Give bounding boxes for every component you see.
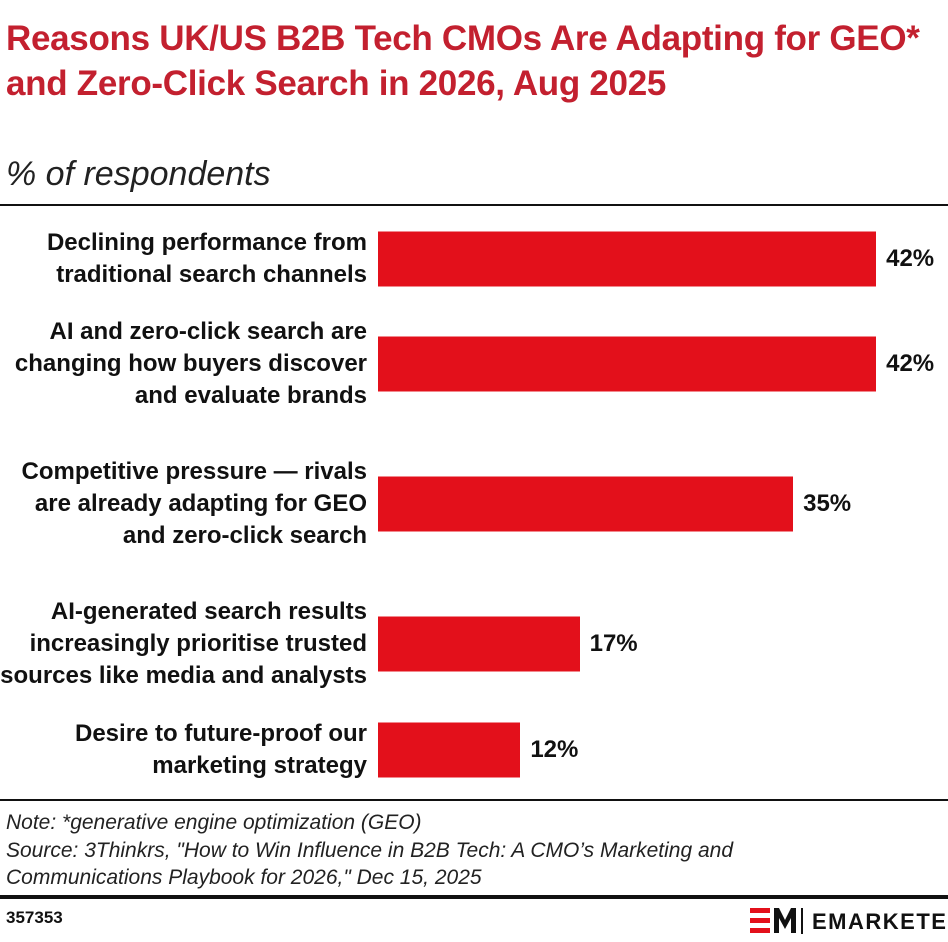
brand-logo <box>750 908 796 933</box>
category-label: Desire to future-proof our marketing str… <box>75 720 367 779</box>
bottom-rule <box>0 799 948 801</box>
note: Note: *generative engine optimization (G… <box>6 811 422 834</box>
bar <box>378 476 794 532</box>
source: Source: 3Thinkrs, "How to Win Influence … <box>6 839 734 889</box>
chart-title: Reasons UK/US B2B Tech CMOs Are Adapting… <box>6 19 920 103</box>
category-label: AI and zero-click search are changing ho… <box>14 318 367 409</box>
value-label: 35% <box>803 490 852 517</box>
bar <box>378 231 877 287</box>
bar <box>378 722 521 778</box>
bar <box>378 336 877 392</box>
brand-name: EMARKETER <box>812 909 948 934</box>
value-label: 17% <box>589 630 638 657</box>
chart-id: 357353 <box>6 908 63 927</box>
category-label: AI-generated search results increasingly… <box>0 598 367 689</box>
bar <box>378 616 580 672</box>
chart-subtitle: % of respondents <box>6 155 271 193</box>
category-label: Declining performance from traditional s… <box>46 229 367 288</box>
top-rule <box>0 204 948 206</box>
brand-divider <box>801 908 803 934</box>
value-label: 12% <box>530 736 579 763</box>
footer-rule <box>0 895 948 899</box>
value-label: 42% <box>886 245 935 272</box>
value-label: 42% <box>886 350 935 377</box>
category-label: Competitive pressure — rivals are alread… <box>21 458 367 549</box>
